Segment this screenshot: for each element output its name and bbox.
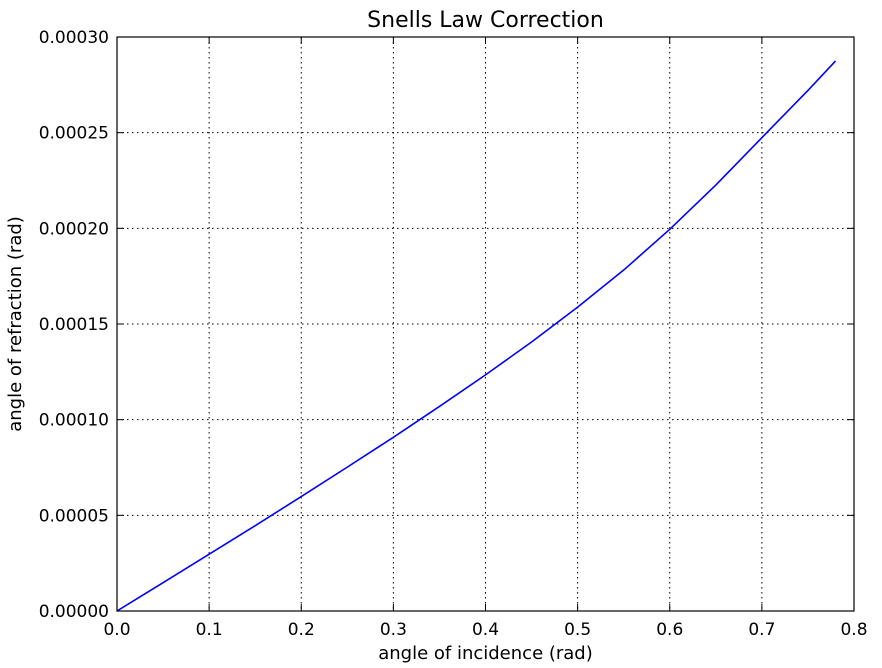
y-tick-label: 0.00015	[39, 315, 109, 335]
y-tick-label: 0.00030	[39, 28, 109, 48]
series-line	[116, 60, 837, 612]
x-tick-label: 0.5	[564, 620, 591, 640]
x-tick-label: 0.3	[380, 620, 407, 640]
x-axis-label: angle of incidence (rad)	[378, 643, 593, 664]
x-tick-label: 0.1	[196, 620, 223, 640]
chart-title: Snells Law Correction	[367, 8, 604, 33]
y-tick-label: 0.00025	[39, 124, 109, 144]
series-layer	[116, 60, 837, 612]
x-tick-labels: 0.0 0.1 0.2 0.3 0.4 0.5 0.6 0.7 0.8	[103, 620, 867, 640]
x-tick-label: 0.4	[472, 620, 499, 640]
y-tick-label: 0.00000	[39, 602, 109, 622]
y-tick-label: 0.00005	[39, 506, 109, 526]
x-tick-label: 0.2	[288, 620, 315, 640]
grid-lines	[117, 37, 854, 611]
y-axis-label: angle of refraction (rad)	[5, 216, 26, 432]
x-tick-label: 0.0	[103, 620, 130, 640]
x-tick-label: 0.7	[748, 620, 775, 640]
y-tick-label: 0.00020	[39, 219, 109, 239]
x-tick-label: 0.6	[656, 620, 683, 640]
y-tick-labels: 0.00000 0.00005 0.00010 0.00015 0.00020 0.000…	[39, 28, 109, 622]
y-tick-label: 0.00010	[39, 411, 109, 431]
tick-marks	[116, 36, 855, 612]
x-tick-label: 0.8	[840, 620, 867, 640]
